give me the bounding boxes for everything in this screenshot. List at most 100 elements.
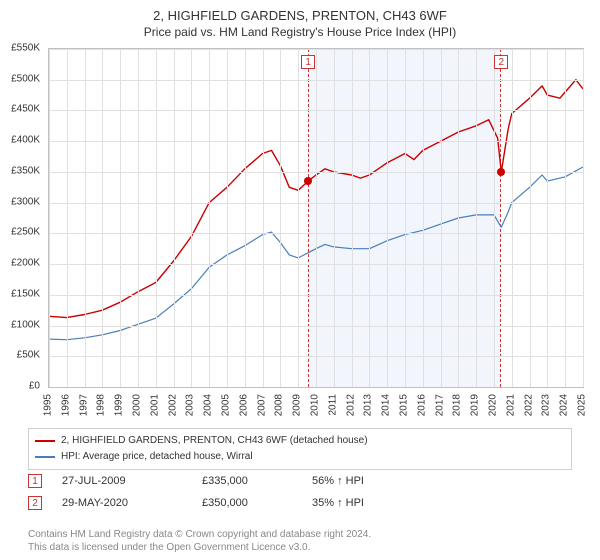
- x-tick-label: 2002: [167, 394, 178, 416]
- gridline-vertical: [49, 49, 50, 387]
- legend-item: HPI: Average price, detached house, Wirr…: [35, 449, 565, 465]
- sale-row: 2 29-MAY-2020 £350,000 35% ↑ HPI: [28, 492, 572, 514]
- x-tick-label: 2005: [221, 394, 232, 416]
- y-tick-label: £550K: [11, 43, 40, 54]
- x-tick-label: 2019: [470, 394, 481, 416]
- sale-vs-hpi: 56% ↑ HPI: [312, 475, 432, 487]
- sale-marker-dot: [304, 177, 312, 185]
- gridline-vertical: [352, 49, 353, 387]
- x-tick-label: 2008: [274, 394, 285, 416]
- sale-date: 29-MAY-2020: [62, 497, 182, 509]
- x-tick-label: 2003: [185, 394, 196, 416]
- x-tick-label: 2014: [381, 394, 392, 416]
- sale-marker-ref: 2: [28, 496, 42, 510]
- y-tick-label: £400K: [11, 135, 40, 146]
- gridline-vertical: [102, 49, 103, 387]
- sale-vs-hpi: 35% ↑ HPI: [312, 497, 432, 509]
- gridline-vertical: [191, 49, 192, 387]
- gridline-vertical: [120, 49, 121, 387]
- y-tick-label: £350K: [11, 165, 40, 176]
- x-tick-label: 1995: [43, 394, 54, 416]
- sale-price: £350,000: [202, 497, 292, 509]
- gridline-vertical: [530, 49, 531, 387]
- x-tick-label: 2012: [345, 394, 356, 416]
- x-tick-label: 2025: [577, 394, 588, 416]
- footer-line: This data is licensed under the Open Gov…: [28, 541, 371, 554]
- footer-attribution: Contains HM Land Registry data © Crown c…: [28, 528, 371, 554]
- title-block: 2, HIGHFIELD GARDENS, PRENTON, CH43 6WF …: [0, 0, 600, 39]
- x-tick-label: 2017: [434, 394, 445, 416]
- gridline-vertical: [476, 49, 477, 387]
- x-tick-label: 2018: [452, 394, 463, 416]
- x-tick-label: 2021: [505, 394, 516, 416]
- x-tick-label: 2013: [363, 394, 374, 416]
- legend-swatch: [35, 456, 55, 458]
- x-tick-label: 2006: [238, 394, 249, 416]
- y-tick-label: £50K: [17, 350, 40, 361]
- x-tick-label: 2016: [416, 394, 427, 416]
- gridline-vertical: [138, 49, 139, 387]
- chart-title: 2, HIGHFIELD GARDENS, PRENTON, CH43 6WF: [0, 8, 600, 23]
- gridline-vertical: [245, 49, 246, 387]
- gridline-vertical: [263, 49, 264, 387]
- gridline-vertical: [369, 49, 370, 387]
- y-tick-label: £150K: [11, 288, 40, 299]
- legend-label: 2, HIGHFIELD GARDENS, PRENTON, CH43 6WF …: [61, 433, 368, 449]
- gridline-vertical: [209, 49, 210, 387]
- x-tick-label: 2010: [310, 394, 321, 416]
- y-tick-label: £0: [29, 381, 40, 392]
- gridline-vertical: [298, 49, 299, 387]
- x-tick-label: 1997: [78, 394, 89, 416]
- gridline-vertical: [85, 49, 86, 387]
- x-tick-label: 2024: [559, 394, 570, 416]
- x-tick-label: 1998: [96, 394, 107, 416]
- x-tick-label: 2000: [132, 394, 143, 416]
- x-tick-label: 2007: [256, 394, 267, 416]
- y-tick-label: £100K: [11, 319, 40, 330]
- gridline-vertical: [547, 49, 548, 387]
- sale-row: 1 27-JUL-2009 £335,000 56% ↑ HPI: [28, 470, 572, 492]
- sale-marker-label: 2: [494, 55, 508, 69]
- x-tick-label: 1996: [60, 394, 71, 416]
- legend-label: HPI: Average price, detached house, Wirr…: [61, 449, 253, 465]
- gridline-vertical: [565, 49, 566, 387]
- chart-container: 2, HIGHFIELD GARDENS, PRENTON, CH43 6WF …: [0, 0, 600, 560]
- y-tick-label: £200K: [11, 258, 40, 269]
- y-tick-label: £250K: [11, 227, 40, 238]
- x-tick-label: 2004: [203, 394, 214, 416]
- sale-date: 27-JUL-2009: [62, 475, 182, 487]
- x-tick-label: 1999: [114, 394, 125, 416]
- x-tick-label: 2001: [149, 394, 160, 416]
- gridline-vertical: [316, 49, 317, 387]
- gridline-vertical: [494, 49, 495, 387]
- gridline-vertical: [174, 49, 175, 387]
- x-tick-label: 2020: [488, 394, 499, 416]
- legend-swatch: [35, 440, 55, 442]
- legend-box: 2, HIGHFIELD GARDENS, PRENTON, CH43 6WF …: [28, 428, 572, 470]
- gridline-vertical: [512, 49, 513, 387]
- gridline-vertical: [280, 49, 281, 387]
- legend-item: 2, HIGHFIELD GARDENS, PRENTON, CH43 6WF …: [35, 433, 565, 449]
- y-axis-labels: £0£50K£100K£150K£200K£250K£300K£350K£400…: [0, 48, 44, 388]
- gridline-vertical: [227, 49, 228, 387]
- gridline-vertical: [156, 49, 157, 387]
- sales-table: 1 27-JUL-2009 £335,000 56% ↑ HPI 2 29-MAY-202…: [28, 470, 572, 514]
- sale-price: £335,000: [202, 475, 292, 487]
- sale-marker-ref: 1: [28, 474, 42, 488]
- gridline-vertical: [583, 49, 584, 387]
- plot-area: 12: [48, 48, 584, 388]
- gridline-vertical: [458, 49, 459, 387]
- gridline-vertical: [405, 49, 406, 387]
- sale-marker-label: 1: [301, 55, 315, 69]
- x-tick-label: 2022: [523, 394, 534, 416]
- x-tick-label: 2023: [541, 394, 552, 416]
- gridline-vertical: [423, 49, 424, 387]
- gridline-vertical: [67, 49, 68, 387]
- y-tick-label: £450K: [11, 104, 40, 115]
- x-tick-label: 2015: [399, 394, 410, 416]
- gridline-vertical: [441, 49, 442, 387]
- chart-subtitle: Price paid vs. HM Land Registry's House …: [0, 25, 600, 39]
- y-tick-label: £300K: [11, 196, 40, 207]
- x-tick-label: 2011: [327, 394, 338, 416]
- x-tick-label: 2009: [292, 394, 303, 416]
